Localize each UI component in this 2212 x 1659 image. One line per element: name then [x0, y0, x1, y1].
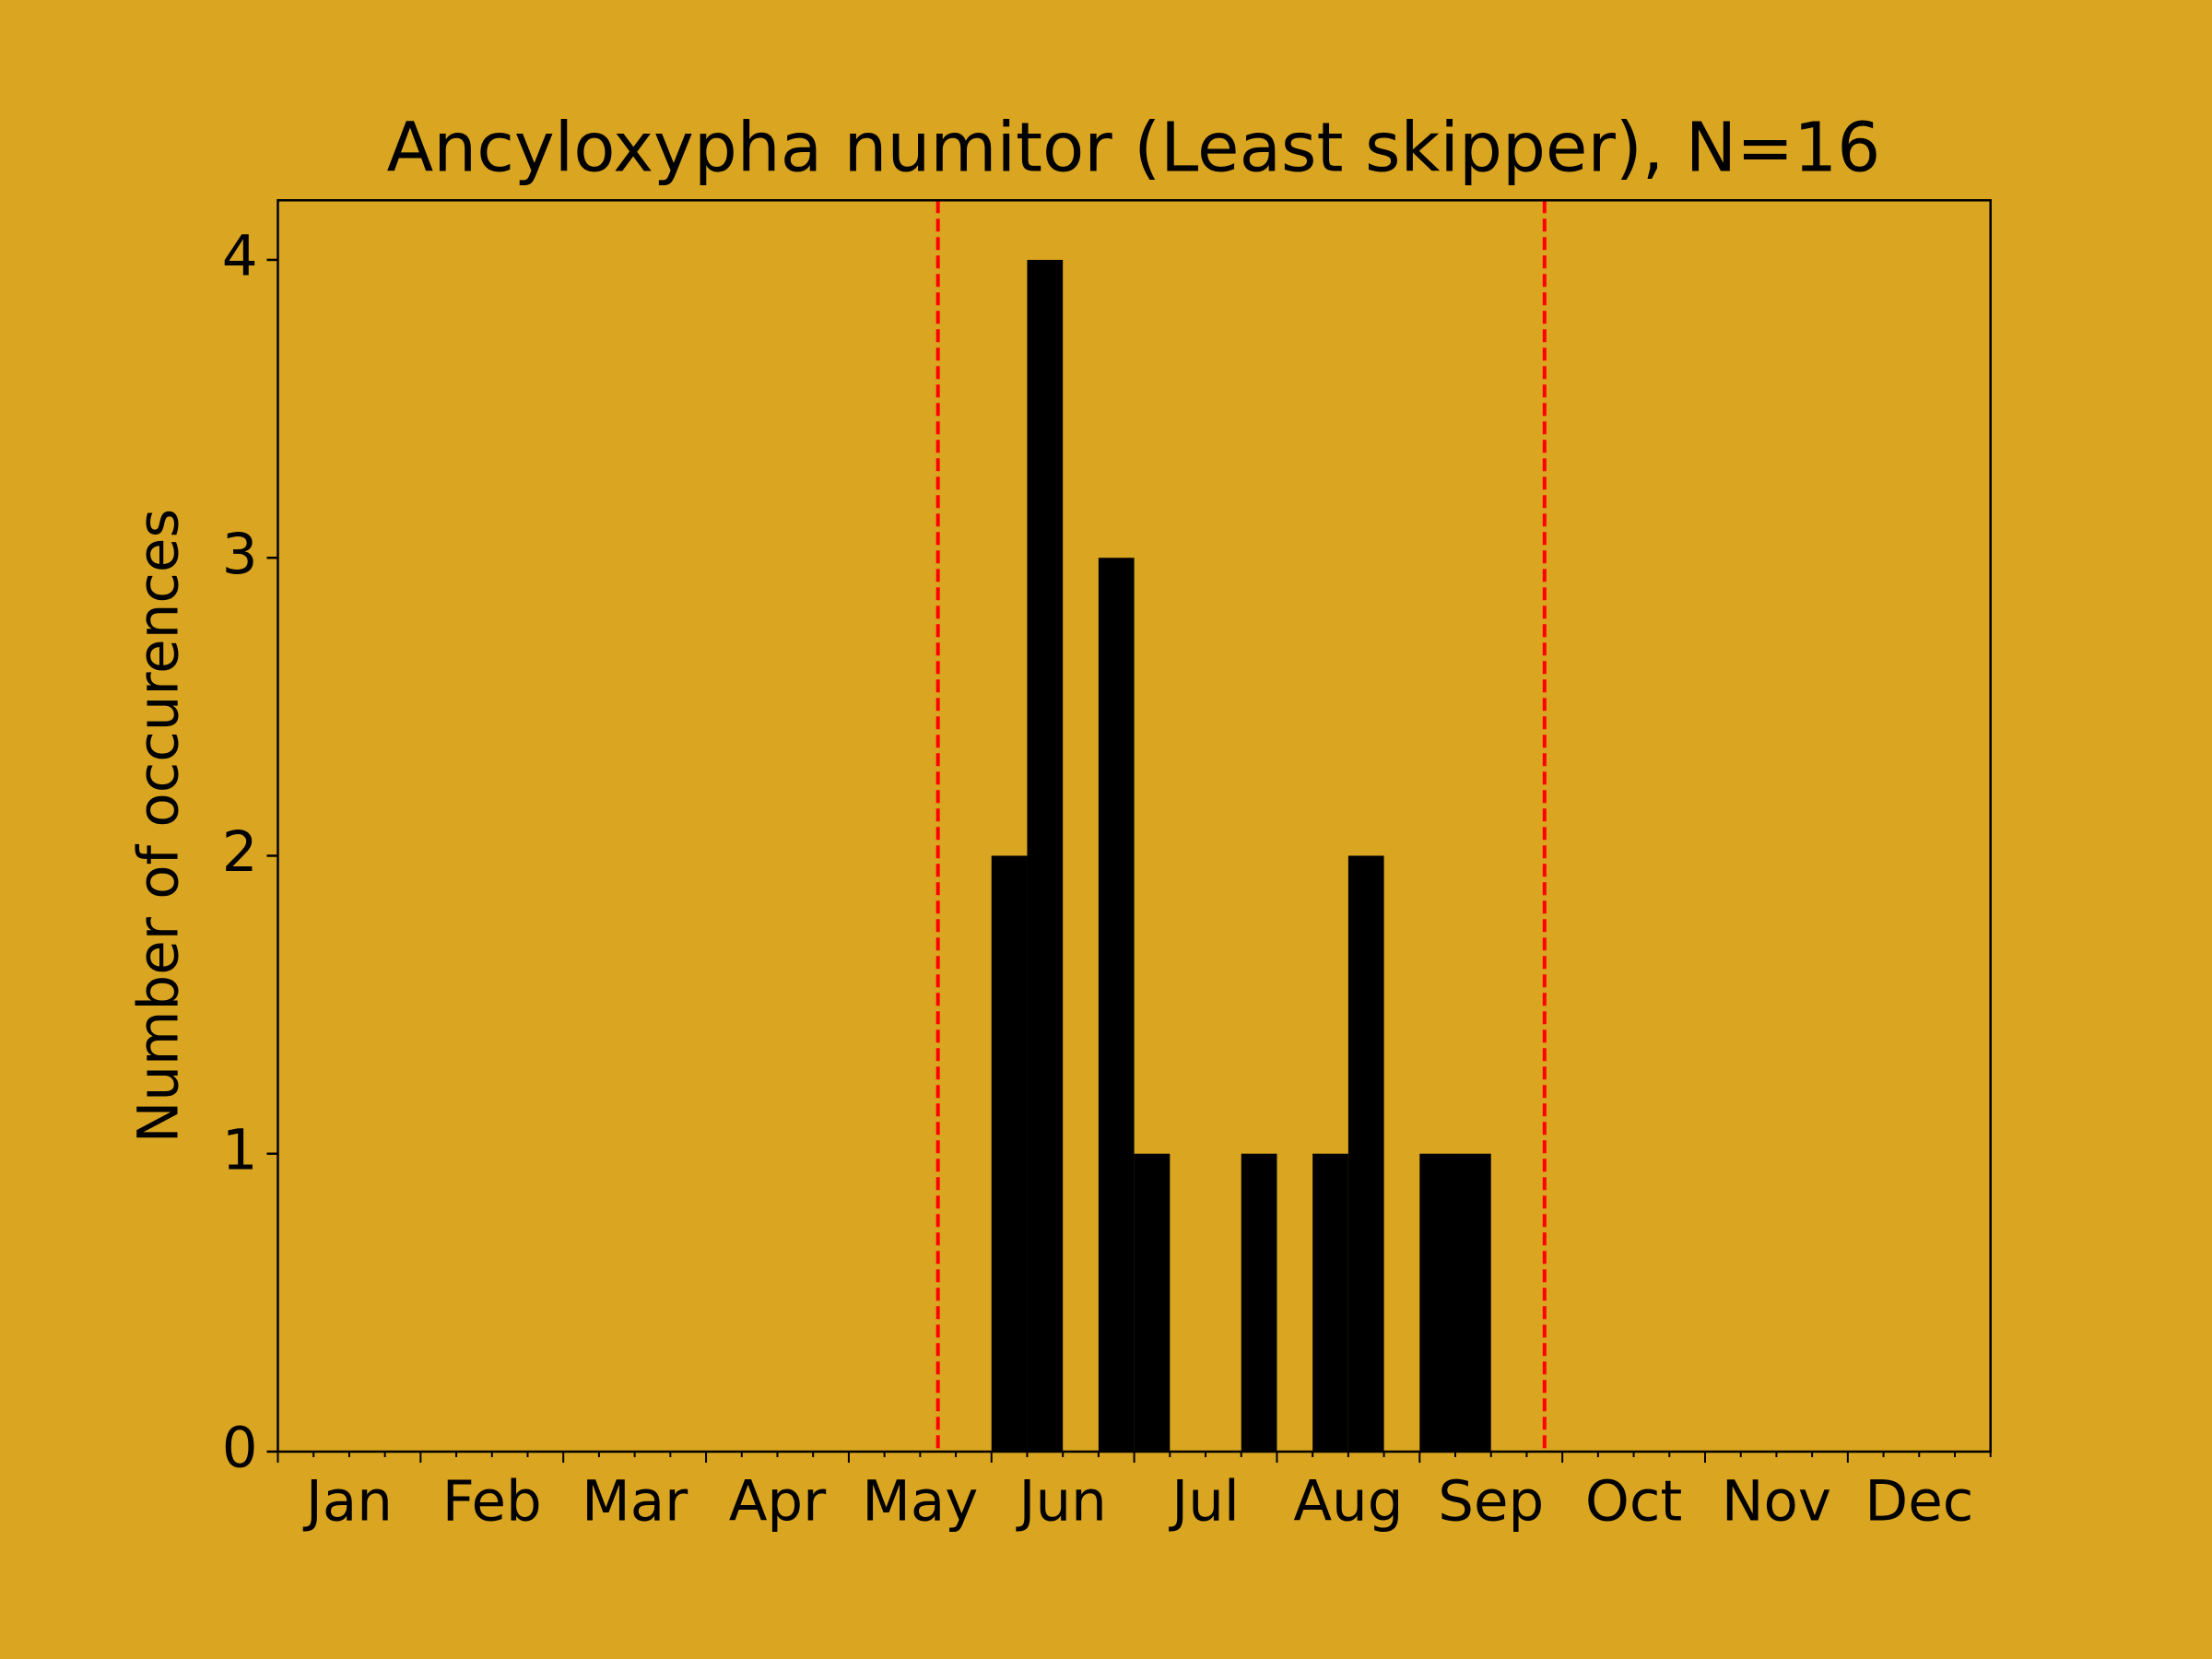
x-tick-label: Jul — [1168, 1469, 1240, 1535]
bar — [1455, 1153, 1491, 1452]
x-tick-label: Apr — [729, 1469, 827, 1535]
x-tick-label: Dec — [1865, 1469, 1973, 1535]
x-tick-label: Oct — [1585, 1469, 1682, 1535]
bar — [1134, 1153, 1171, 1452]
x-tick-label: Mar — [582, 1469, 688, 1535]
x-tick-label: Jan — [302, 1469, 393, 1535]
bar — [1419, 1153, 1456, 1452]
bar — [1241, 1153, 1277, 1452]
y-tick-label: 3 — [222, 522, 258, 587]
bar — [1347, 855, 1384, 1452]
y-tick-label: 0 — [222, 1416, 258, 1481]
y-tick-label: 4 — [222, 224, 258, 289]
x-tick-label: Nov — [1722, 1469, 1831, 1535]
y-tick-label: 2 — [222, 819, 258, 885]
bar — [1027, 259, 1064, 1452]
bar — [1312, 1153, 1348, 1452]
bar — [1098, 558, 1135, 1452]
x-tick-label: Sep — [1438, 1469, 1544, 1535]
x-tick-label: Jun — [1016, 1469, 1107, 1535]
x-tick-label: Feb — [442, 1469, 542, 1535]
y-tick-label: 1 — [222, 1117, 258, 1182]
bar — [991, 855, 1028, 1452]
y-axis-label: Number of occurences — [126, 509, 192, 1143]
chart-title: Ancyloxypha numitor (Least skipper), N=1… — [387, 109, 1881, 188]
x-tick-label: Aug — [1293, 1469, 1403, 1535]
x-tick-label: May — [862, 1469, 978, 1535]
